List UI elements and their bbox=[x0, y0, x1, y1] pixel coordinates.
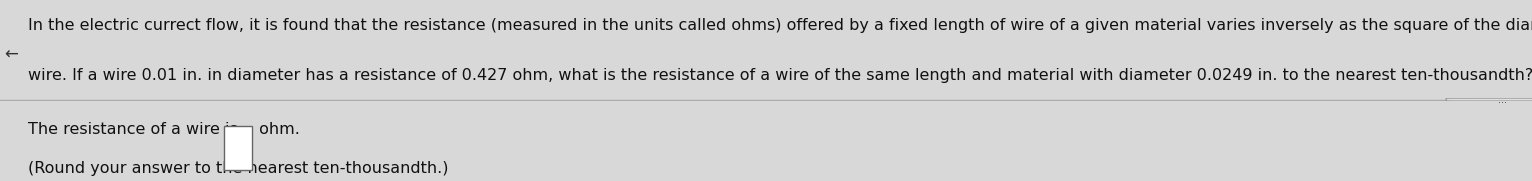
Text: The resistance of a wire is: The resistance of a wire is bbox=[28, 122, 242, 137]
Text: wire. If a wire 0.01 in. in diameter has a resistance of 0.427 ohm, what is the : wire. If a wire 0.01 in. in diameter has… bbox=[28, 68, 1532, 83]
Text: ←: ← bbox=[5, 46, 18, 64]
Text: ...: ... bbox=[1498, 94, 1506, 105]
Text: ohm.: ohm. bbox=[253, 122, 299, 137]
FancyBboxPatch shape bbox=[224, 126, 251, 170]
Text: In the electric currect flow, it is found that the resistance (measured in the u: In the electric currect flow, it is foun… bbox=[28, 18, 1532, 33]
FancyBboxPatch shape bbox=[1446, 98, 1532, 101]
Text: (Round your answer to the nearest ten-thousandth.): (Round your answer to the nearest ten-th… bbox=[28, 161, 447, 176]
